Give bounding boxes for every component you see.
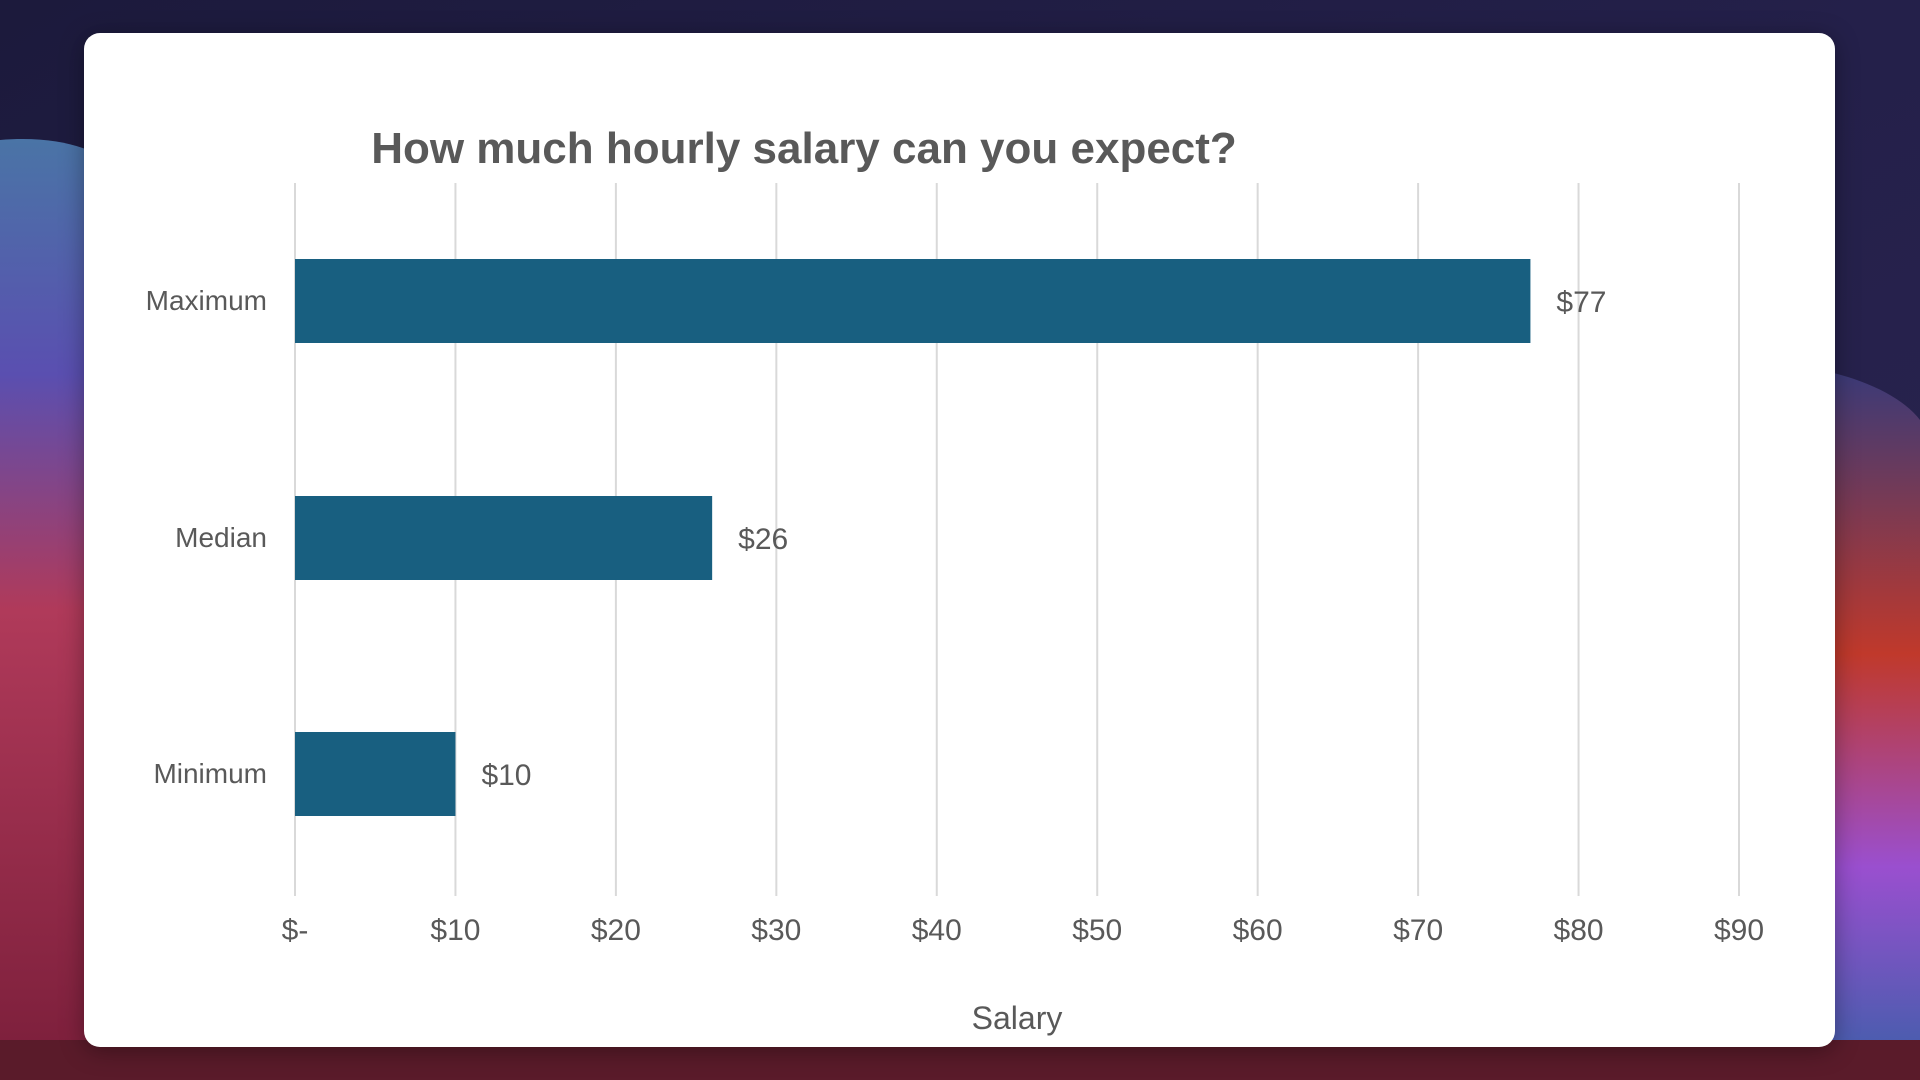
x-tick-label: $30 (751, 914, 801, 947)
x-tick-label: $10 (430, 914, 480, 947)
category-label-median: Median (175, 522, 267, 553)
value-label-maximum: $77 (1556, 286, 1606, 319)
value-label-minimum: $10 (481, 759, 531, 792)
chart-title: How much hourly salary can you expect? (371, 124, 1237, 173)
bar-value-labels: $77 $26 $10 (481, 286, 1606, 792)
chart-card: How much hourly salary can you expect? $… (84, 33, 1835, 1047)
x-tick-label: $40 (912, 914, 962, 947)
value-label-median: $26 (738, 523, 788, 556)
category-label-maximum: Maximum (146, 285, 267, 316)
x-tick-label: $- (282, 914, 309, 947)
x-axis-title: Salary (972, 1000, 1063, 1036)
bar-maximum (295, 259, 1531, 343)
bar-minimum (295, 732, 456, 816)
x-tick-label: $80 (1554, 914, 1604, 947)
category-label-minimum: Minimum (153, 758, 267, 789)
category-labels: Maximum Median Minimum (146, 285, 267, 789)
x-tick-labels: $- $10 $20 $30 $40 $50 $60 $70 $80 $90 (282, 914, 1764, 947)
x-tick-label: $60 (1233, 914, 1283, 947)
x-tick-label: $50 (1072, 914, 1122, 947)
x-tick-label: $20 (591, 914, 641, 947)
bar-median (295, 496, 713, 580)
x-tick-label: $90 (1714, 914, 1764, 947)
bars (295, 259, 1531, 816)
x-tick-label: $70 (1393, 914, 1443, 947)
bar-chart: How much hourly salary can you expect? $… (146, 124, 1764, 1036)
